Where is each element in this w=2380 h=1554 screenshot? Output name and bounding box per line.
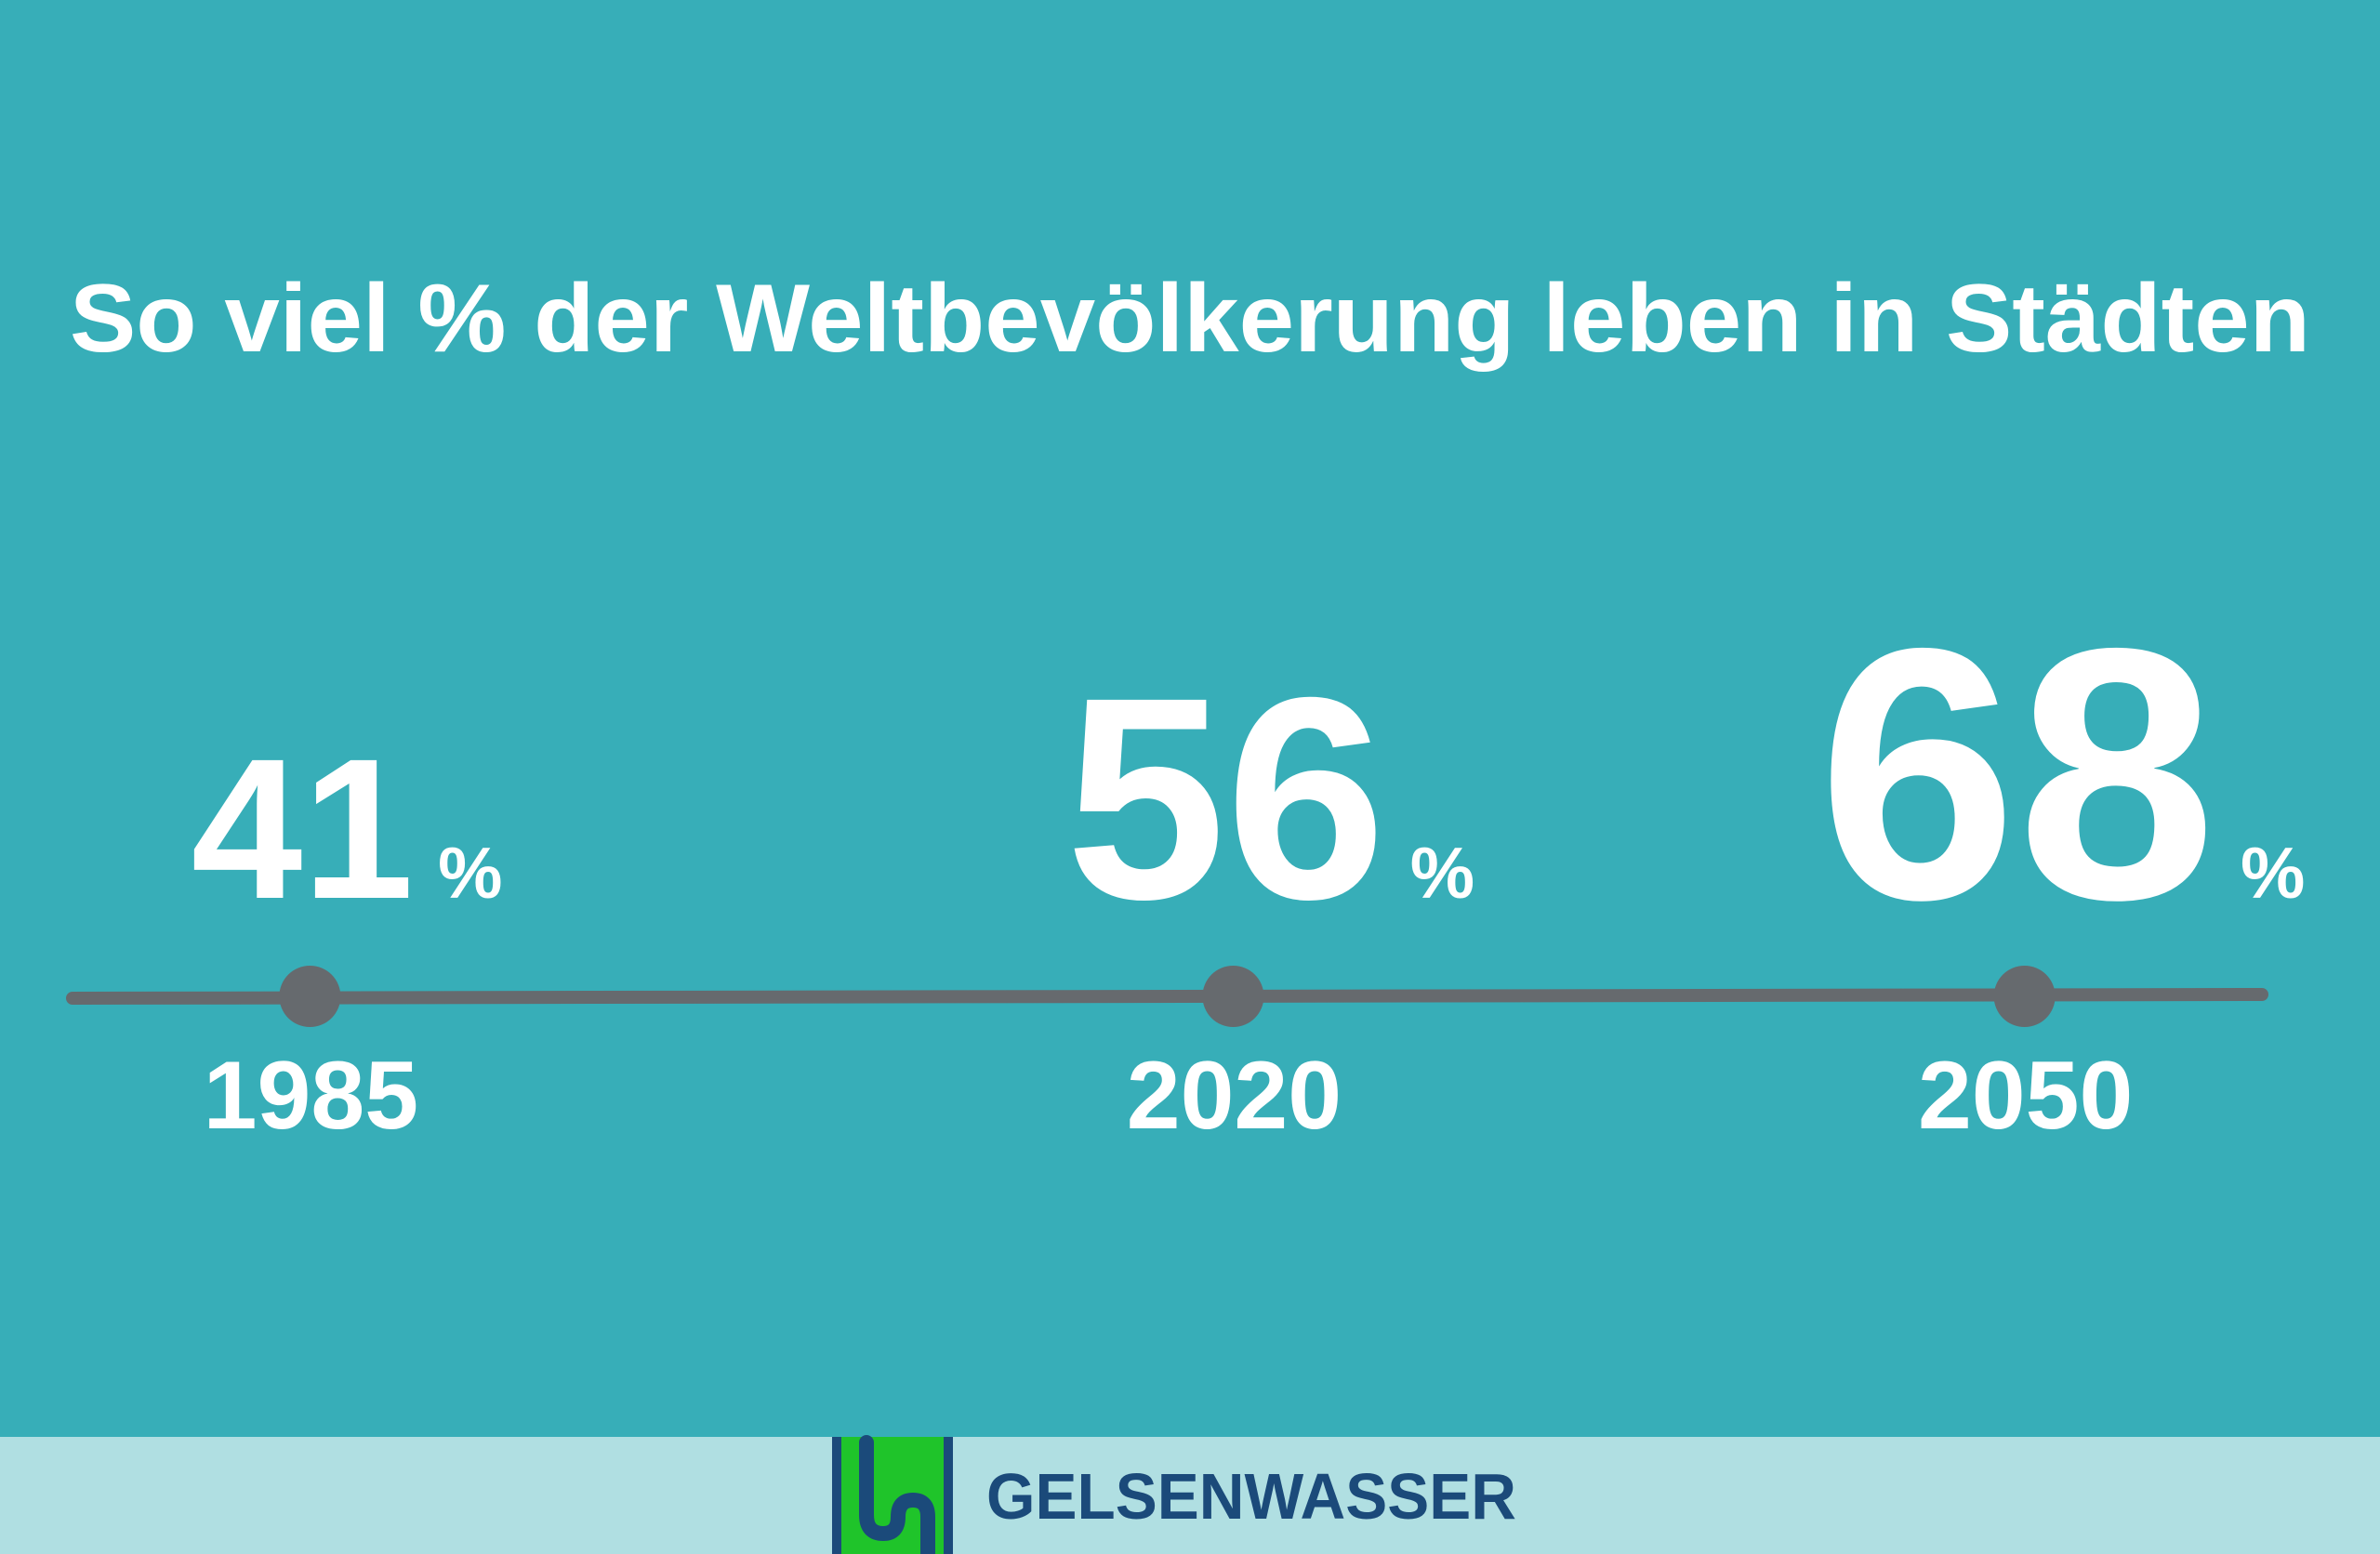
background (0, 0, 2380, 1437)
brand-name: GELSENWASSER (986, 1460, 1516, 1533)
value-label: 56 (1065, 638, 1386, 959)
logo (832, 1435, 953, 1554)
timeline-dot (279, 966, 341, 1027)
timeline-axis (66, 988, 2268, 1005)
logo-wave (859, 1435, 935, 1554)
timeline-dot (1202, 966, 1264, 1027)
logo-edge (944, 1437, 953, 1554)
value-label: 68 (1818, 573, 2216, 974)
year-label: 2020 (1127, 1042, 1342, 1150)
unit-label: % (1410, 832, 1474, 914)
timeline: 1985 41 % 2020 56 % 2050 68% (66, 573, 2305, 1150)
footer-band (0, 1437, 2380, 1554)
unit-label: % (2241, 832, 2305, 914)
unit-label: % (438, 832, 502, 914)
value-label: 41 (192, 717, 414, 941)
chart-title: So viel % der Weltbevölkerung leben in S… (70, 265, 2310, 373)
year-label: 1985 (204, 1042, 418, 1150)
logo-edge (832, 1437, 841, 1554)
timeline-dot (1993, 966, 2056, 1027)
year-label: 2050 (1918, 1042, 2133, 1150)
